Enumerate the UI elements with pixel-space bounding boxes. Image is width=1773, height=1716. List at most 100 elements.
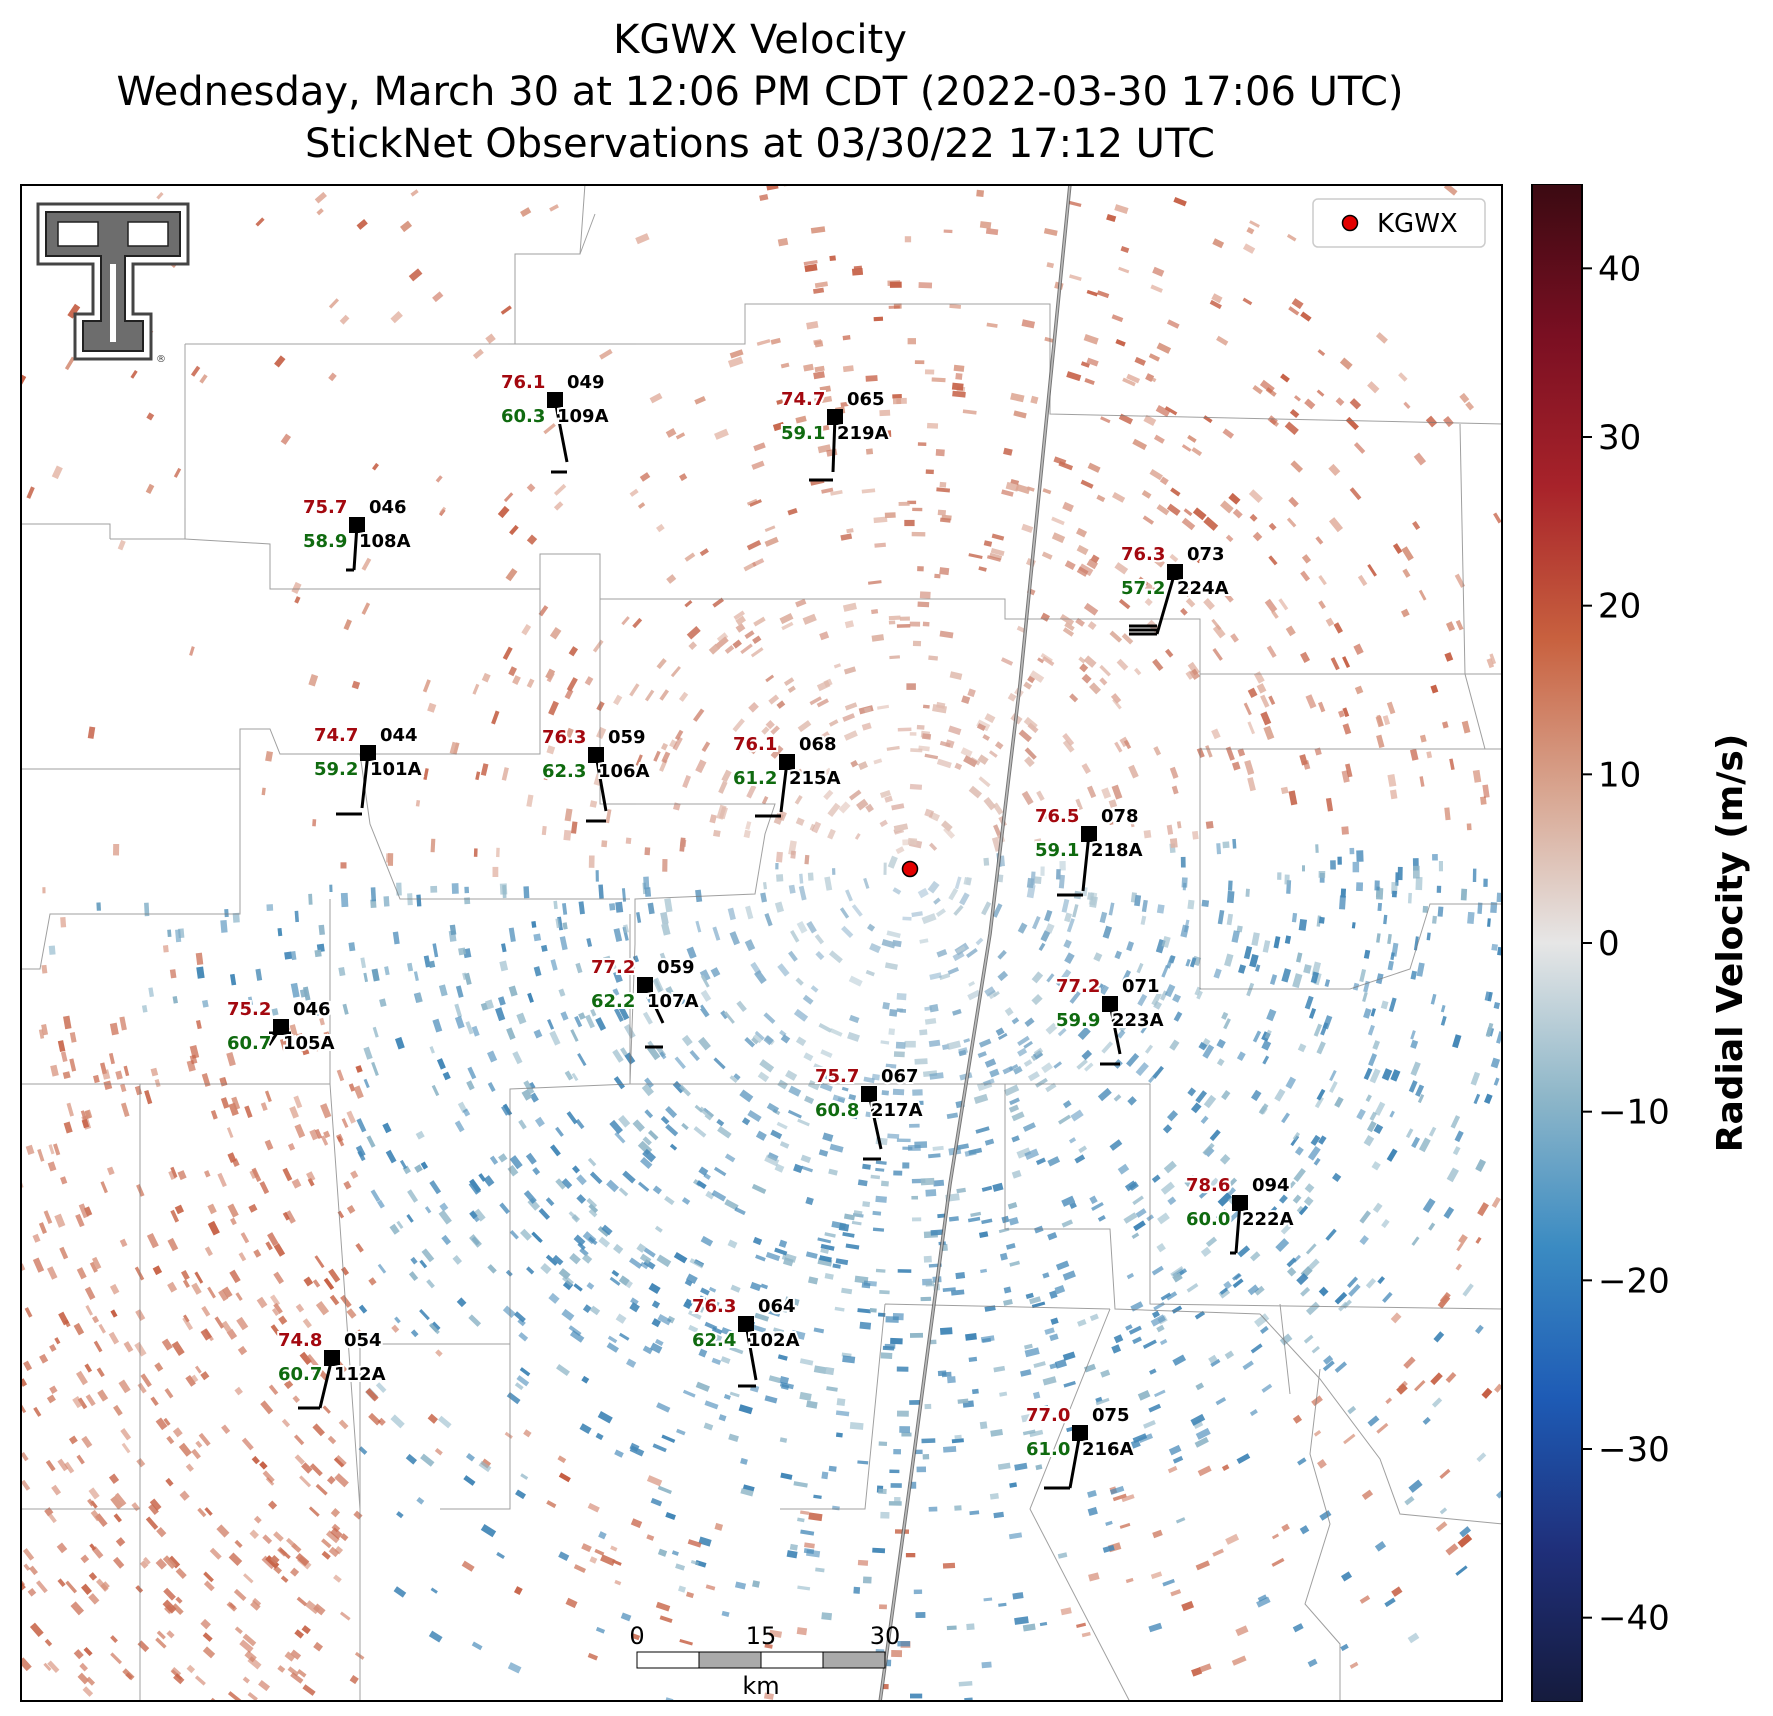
station-dewpoint: 59.1 (1035, 840, 1079, 861)
wind-barb (1044, 1432, 1082, 1490)
station-dewpoint: 60.8 (815, 1100, 859, 1121)
station-dewpoint: 61.0 (1026, 1439, 1070, 1460)
station-wind-direction: 046 (293, 999, 331, 1020)
station-dewpoint: 59.1 (781, 423, 825, 444)
station-marker (1102, 996, 1118, 1012)
colorbar-tick-label: 30 (1598, 418, 1641, 458)
wind-barb (738, 1323, 758, 1388)
station-marker (588, 747, 604, 763)
velocity-echoes (20, 184, 1503, 1702)
station-marker (1081, 826, 1097, 842)
wind-barb (336, 752, 370, 816)
station-218A: 76.5 078 59.1 218A (1033, 804, 1145, 897)
station-215A: 76.1 068 61.2 215A (731, 732, 843, 818)
station-id: 224A (1177, 578, 1229, 599)
colorbar-gradient (1531, 184, 1583, 1702)
station-temperature: 76.3 (1121, 544, 1165, 565)
station-dewpoint: 60.3 (501, 406, 545, 427)
map-legend: KGWX (1312, 198, 1486, 248)
station-dewpoint: 59.2 (314, 759, 358, 780)
station-id: 223A (1112, 1010, 1164, 1031)
station-marker (273, 1019, 289, 1035)
station-id: 102A (748, 1330, 800, 1351)
wind-barb (863, 1093, 883, 1161)
station-id: 216A (1082, 1439, 1134, 1460)
wind-barb (551, 399, 569, 474)
station-102A: 76.3 064 62.4 102A (690, 1294, 802, 1388)
station-temperature: 75.7 (303, 497, 347, 518)
station-wind-direction: 046 (369, 497, 407, 518)
station-dewpoint: 57.2 (1121, 578, 1165, 599)
sticknet-stations: 76.1 049 60.3 109A 74.7 065 59.1 219A 75.7 046 58.… (225, 370, 1296, 1490)
station-dewpoint: 61.2 (733, 768, 777, 789)
station-temperature: 77.2 (591, 957, 635, 978)
station-109A: 76.1 049 60.3 109A (499, 370, 611, 474)
station-wind-direction: 073 (1187, 544, 1225, 565)
station-temperature: 77.0 (1026, 1405, 1070, 1426)
station-temperature: 78.6 (1186, 1175, 1230, 1196)
station-temperature: 75.2 (227, 999, 271, 1020)
station-id: 108A (359, 531, 411, 552)
colorbar-tick-label: 40 (1598, 249, 1641, 289)
legend-marker (1341, 214, 1359, 232)
station-temperature: 76.3 (542, 727, 586, 748)
station-dewpoint: 58.9 (303, 531, 347, 552)
wind-barb (809, 416, 837, 482)
station-101A: 74.7 044 59.2 101A (312, 723, 424, 816)
station-id: 105A (283, 1033, 335, 1054)
station-id: 219A (837, 423, 889, 444)
station-id: 215A (789, 768, 841, 789)
legend-label: KGWX (1377, 209, 1458, 239)
station-id: 222A (1242, 1209, 1294, 1230)
station-223A: 77.2 071 59.9 223A (1054, 974, 1166, 1066)
station-wind-direction: 068 (799, 734, 837, 755)
station-marker (360, 745, 376, 761)
station-wind-direction: 065 (847, 389, 885, 410)
station-dewpoint: 60.7 (278, 1364, 322, 1385)
colorbar-tick-label: 20 (1598, 587, 1641, 627)
wind-barb (586, 754, 608, 823)
wind-barb (1230, 1202, 1242, 1255)
colorbar-tick-label: −30 (1598, 1430, 1670, 1470)
station-222A: 78.6 094 60.0 222A (1184, 1173, 1296, 1255)
station-219A: 74.7 065 59.1 219A (779, 387, 891, 482)
station-id: 101A (370, 759, 422, 780)
station-temperature: 76.3 (692, 1296, 736, 1317)
scale-bar: 0 15 30 km (629, 1622, 900, 1700)
station-temperature: 76.1 (501, 372, 545, 393)
figure-title: KGWX Velocity Wednesday, March 30 at 12:… (20, 14, 1500, 170)
station-temperature: 74.7 (781, 389, 825, 410)
station-wind-direction: 059 (657, 957, 695, 978)
station-224A: 76.3 073 57.2 224A (1119, 542, 1231, 636)
station-marker (1232, 1195, 1248, 1211)
colorbar-tick-label: 10 (1598, 755, 1641, 795)
station-marker (547, 392, 563, 408)
station-temperature: 77.2 (1056, 976, 1100, 997)
station-106A: 76.3 059 62.3 106A (540, 725, 652, 823)
station-dewpoint: 62.4 (692, 1330, 736, 1351)
colorbar-label: Radial Velocity (m/s) (1710, 734, 1751, 1153)
station-temperature: 75.7 (815, 1066, 859, 1087)
station-wind-direction: 071 (1122, 976, 1160, 997)
scale-unit: km (742, 1672, 779, 1700)
wind-barb (1100, 1003, 1122, 1066)
station-temperature: 76.1 (733, 734, 777, 755)
station-temperature: 74.8 (278, 1330, 322, 1351)
title-line-time: Wednesday, March 30 at 12:06 PM CDT (202… (116, 69, 1404, 115)
station-108A: 75.7 046 58.9 108A (301, 495, 413, 572)
station-id: 218A (1091, 840, 1143, 861)
colorbar-tick-label: −20 (1598, 1261, 1670, 1301)
scale-label-30: 30 (870, 1622, 901, 1650)
texas-tech-logo: ® (36, 202, 190, 365)
station-marker (779, 754, 795, 770)
station-marker (1167, 564, 1183, 580)
scale-label-0: 0 (629, 1622, 644, 1650)
colorbar: 40 30 20 10 0 −10 −20 −30 −40 Radial Velocity (m… (1531, 184, 1751, 1702)
station-dewpoint: 62.3 (542, 761, 586, 782)
colorbar-tick-label: −40 (1598, 1599, 1670, 1639)
county-boundaries (20, 184, 1503, 1702)
station-id: 109A (557, 406, 609, 427)
station-wind-direction: 059 (608, 727, 646, 748)
station-marker (349, 517, 365, 533)
station-216A: 77.0 075 61.0 216A (1024, 1403, 1136, 1490)
